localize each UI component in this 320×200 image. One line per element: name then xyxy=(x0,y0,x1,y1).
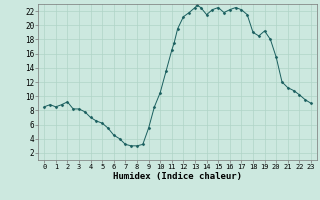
X-axis label: Humidex (Indice chaleur): Humidex (Indice chaleur) xyxy=(113,172,242,181)
